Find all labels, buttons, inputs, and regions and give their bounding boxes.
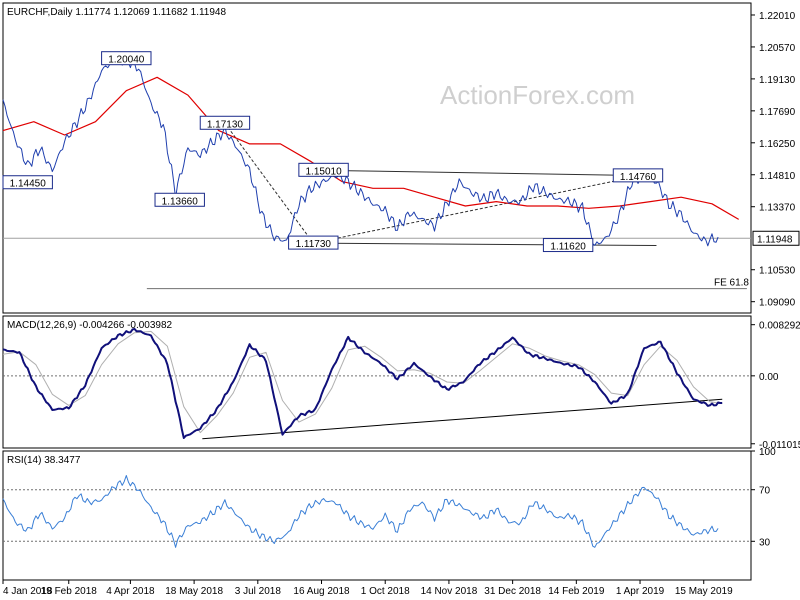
level-label: 1.13660 [162,196,199,207]
panel-title-2: MACD(12,26,9) -0.004266 -0.003982 [7,320,173,331]
x-tick-label: 19 Feb 2018 [41,586,98,597]
panel-title-1: EURCHF,Daily 1.11774 1.12069 1.11682 1.1… [7,7,226,18]
panel-title-3: RSI(14) 38.3477 [7,455,81,466]
x-tick-label: 15 May 2019 [675,586,733,597]
panel-frame-1 [2,2,752,314]
panel-frame-2 [2,315,752,449]
y-tick-label: 0.00 [759,372,779,383]
y-tick-label: 1.17690 [759,107,796,118]
x-tick-label: 4 Apr 2018 [106,586,155,597]
x-tick-label: 3 Jul 2018 [235,586,282,597]
x-tick-label: 31 Dec 2018 [484,586,541,597]
y-tick-label: -0.011015 [759,440,800,451]
level-label-box [2,175,53,190]
x-tick-label: 14 Feb 2019 [548,586,605,597]
x-tick-label: 14 Nov 2018 [421,586,478,597]
current-price-label: 1.11948 [757,234,793,245]
x-tick-label: 18 May 2018 [165,586,223,597]
level-label: 1.11620 [550,242,586,253]
trendline [313,175,641,244]
level-label-box [288,235,339,250]
macd-signal-line [2,330,723,434]
watermark: ActionForex.com [440,80,635,110]
x-tick-label: 4 Jan 2018 [3,586,53,597]
x-tick-label: 1 Oct 2018 [361,586,410,597]
y-tick-label: 1.20570 [759,43,796,54]
trendline [323,169,657,177]
y-tick-label: 100 [759,447,776,458]
trendline [313,242,657,247]
y-tick-label: 1.10530 [759,266,796,277]
y-tick-label: 1.09090 [759,298,796,309]
y-tick-label: 1.19130 [759,75,796,86]
rsi-line [2,475,719,548]
panel-frame-3 [2,450,752,581]
x-tick-label: 16 Aug 2018 [293,586,350,597]
y-tick-label: 1.13370 [759,203,796,214]
level-label-box [101,51,152,66]
macd-line [2,327,723,439]
macd-trendline [202,398,723,440]
y-tick-label: 70 [759,486,771,497]
y-tick-label: 1.14810 [759,171,796,182]
level-label-box [612,168,664,183]
y-tick-label: 30 [759,537,771,548]
fib-extension-label: FE 61.8 [714,278,749,289]
level-label: 1.14450 [10,179,47,190]
level-label: 1.20040 [108,55,145,66]
x-tick-label: 1 Apr 2019 [616,586,665,597]
y-tick-label: 1.22010 [759,11,796,22]
level-label-box [298,162,349,177]
y-tick-label: 0.008292 [759,321,800,332]
level-label: 1.15010 [305,166,342,177]
level-label-box [154,192,205,207]
y-tick-label: 1.16250 [759,139,796,150]
moving-average-line [2,76,740,220]
level-label: 1.17130 [207,119,244,130]
level-label: 1.14760 [620,172,657,183]
level-label: 1.11730 [296,239,332,250]
level-label-box [199,115,251,130]
current-price-box [752,230,800,246]
level-label-box [542,238,594,253]
